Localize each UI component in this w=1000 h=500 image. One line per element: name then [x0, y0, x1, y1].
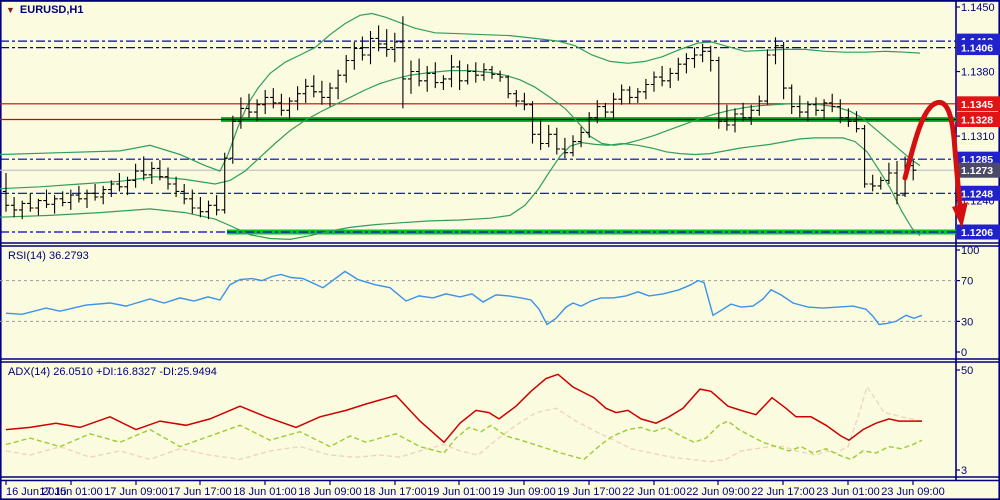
- price-badge-1.1406: [957, 40, 1000, 56]
- time-axis-label[interactable]: 19 Jun 17:00: [557, 486, 621, 498]
- price-badge-text-1.1206: 1.1206: [961, 227, 993, 239]
- time-axis-label[interactable]: 17 Jun 09:00: [104, 486, 168, 498]
- time-axis-label[interactable]: 17 Jun 17:00: [168, 486, 232, 498]
- time-axis-label[interactable]: 19 Jun 01:00: [427, 486, 491, 498]
- symbol-dropdown-icon[interactable]: ▼: [6, 5, 15, 15]
- bollinger-upper-band: [0, 12, 921, 172]
- price-axis-label-1.1380: 1.1380: [961, 67, 995, 79]
- rsi-axis-label-30: 30: [961, 316, 973, 328]
- time-axis-label[interactable]: 22 Jun 09:00: [686, 486, 750, 498]
- time-axis-label[interactable]: 19 Jun 09:00: [492, 486, 556, 498]
- time-axis-label[interactable]: 22 Jun 01:00: [622, 486, 686, 498]
- time-axis-label[interactable]: 23 Jun 01:00: [816, 486, 880, 498]
- annotation-arrow[interactable]: [902, 100, 963, 209]
- price-axis-label-1.1450: 1.1450: [961, 2, 995, 14]
- rsi-axis-label-0: 0: [961, 347, 967, 359]
- plus-di-line: [5, 420, 923, 461]
- price-badge-text-1.1273: 1.1273: [961, 165, 993, 177]
- bollinger-lower-band: [0, 137, 921, 241]
- price-badge-1.1248: [957, 185, 1000, 201]
- adx-axis-label-50: 50: [961, 365, 973, 377]
- adx-line: [5, 373, 922, 444]
- price-badge-text-1.1345: 1.1345: [961, 99, 993, 111]
- time-axis-label[interactable]: 17 Jun 01:00: [39, 486, 103, 498]
- time-axis-label[interactable]: 23 Jun 09:00: [881, 486, 945, 498]
- price-badge-text-1.1248: 1.1248: [961, 188, 993, 200]
- time-axis-label[interactable]: 16 Jun 2015: [6, 486, 67, 498]
- rsi-axis-label-100: 100: [961, 245, 979, 257]
- price-axis-label-1.1310: 1.1310: [961, 131, 995, 143]
- price-badge-text-1.1328: 1.1328: [961, 115, 993, 127]
- price-badge-1.1345: [957, 96, 1000, 112]
- price-badge-1.1206: [957, 224, 1000, 240]
- time-axis-label[interactable]: 18 Jun 09:00: [298, 486, 362, 498]
- time-axis-label[interactable]: 22 Jun 17:00: [751, 486, 815, 498]
- bollinger-middle-band: [0, 70, 921, 190]
- annotation-arrow-head[interactable]: [952, 202, 968, 228]
- time-axis-label[interactable]: 18 Jun 17:00: [363, 486, 427, 498]
- ohlc-bars[interactable]: [2, 16, 917, 220]
- time-axis-label[interactable]: 18 Jun 01:00: [233, 486, 297, 498]
- price-badge-1.1273: [957, 162, 1000, 178]
- rsi-line: [5, 270, 923, 326]
- adx-axis-label-3: 3: [961, 465, 967, 477]
- minus-di-line: [5, 385, 923, 463]
- price-badge-1.1328: [957, 112, 1000, 127]
- rsi-axis-label-70: 70: [961, 276, 973, 288]
- price-badge-text-1.1406: 1.1406: [961, 43, 993, 55]
